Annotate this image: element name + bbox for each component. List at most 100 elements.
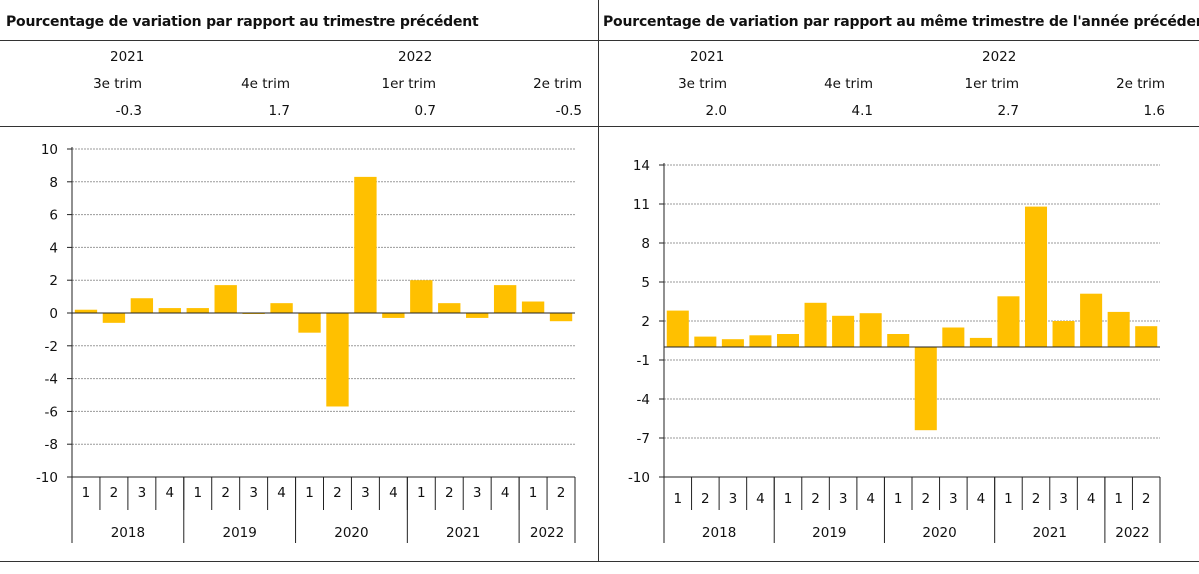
bar bbox=[438, 303, 461, 313]
y-tick-label: 14 bbox=[633, 158, 650, 174]
y-tick-label: 0 bbox=[49, 306, 58, 322]
x-tick-label: 1 bbox=[1004, 491, 1013, 507]
bar bbox=[694, 336, 717, 347]
year-label: 2018 bbox=[111, 525, 145, 541]
x-tick-label: 4 bbox=[166, 485, 175, 501]
y-tick-label: -8 bbox=[45, 437, 58, 453]
x-tick-label: 3 bbox=[249, 485, 258, 501]
y-tick-label: -4 bbox=[45, 372, 58, 388]
bar bbox=[666, 310, 689, 347]
bar bbox=[1135, 326, 1158, 347]
x-tick-label: 1 bbox=[784, 491, 793, 507]
bar bbox=[298, 313, 321, 333]
bar bbox=[493, 285, 517, 313]
y-tick-label: -7 bbox=[637, 431, 650, 447]
p2-year-2021: 2021 bbox=[690, 49, 725, 65]
p2-header-value: 1.6 bbox=[1143, 103, 1165, 119]
panel-divider bbox=[598, 0, 599, 562]
p1-year-2022: 2022 bbox=[398, 49, 433, 65]
y-tick-label: 10 bbox=[41, 142, 58, 158]
bar bbox=[1024, 206, 1048, 347]
x-tick-label: 2 bbox=[811, 491, 820, 507]
bar bbox=[1107, 311, 1130, 347]
year-label: 2019 bbox=[812, 525, 846, 541]
bar bbox=[521, 301, 545, 313]
panel-1-title: Pourcentage de variation par rapport au … bbox=[6, 14, 479, 30]
year-label: 2020 bbox=[334, 525, 368, 541]
bar bbox=[102, 313, 126, 323]
bar bbox=[887, 334, 910, 347]
p1-header-value: -0.3 bbox=[115, 103, 142, 119]
x-tick-label: 3 bbox=[839, 491, 848, 507]
y-tick-label: -10 bbox=[36, 470, 58, 486]
x-tick-label: 3 bbox=[949, 491, 958, 507]
bar bbox=[466, 313, 489, 318]
x-tick-label: 2 bbox=[701, 491, 710, 507]
bar bbox=[214, 285, 237, 313]
top-rule bbox=[0, 40, 1199, 41]
p2-header-value: 4.1 bbox=[851, 103, 873, 119]
x-tick-label: 2 bbox=[1032, 491, 1041, 507]
bar bbox=[410, 280, 433, 313]
y-tick-label: 11 bbox=[633, 197, 650, 213]
year-label: 2021 bbox=[1033, 525, 1067, 541]
bar bbox=[130, 298, 154, 313]
x-tick-label: 4 bbox=[1087, 491, 1096, 507]
p1-header-value: 0.7 bbox=[414, 103, 436, 119]
bar bbox=[859, 313, 882, 347]
year-label: 2022 bbox=[1115, 525, 1149, 541]
p2-header-value: 2.7 bbox=[997, 103, 1019, 119]
x-tick-label: 3 bbox=[138, 485, 147, 501]
y-tick-label: 2 bbox=[641, 314, 650, 330]
x-tick-label: 3 bbox=[729, 491, 738, 507]
x-tick-label: 1 bbox=[1114, 491, 1123, 507]
p1-quarter-label: 3e trim bbox=[93, 76, 142, 92]
p1-quarter-label: 2e trim bbox=[533, 76, 582, 92]
bar bbox=[1052, 321, 1075, 347]
panel-2-title: Pourcentage de variation par rapport au … bbox=[603, 14, 1199, 30]
x-tick-label: 4 bbox=[277, 485, 286, 501]
x-tick-label: 1 bbox=[193, 485, 202, 501]
x-tick-label: 2 bbox=[333, 485, 342, 501]
bar bbox=[914, 347, 937, 431]
x-tick-label: 1 bbox=[894, 491, 903, 507]
x-tick-label: 1 bbox=[417, 485, 426, 501]
p2-quarter-label: 3e trim bbox=[678, 76, 727, 92]
y-tick-label: 6 bbox=[49, 208, 58, 224]
year-label: 2018 bbox=[702, 525, 736, 541]
bar bbox=[832, 315, 855, 347]
p2-header-value: 2.0 bbox=[705, 103, 727, 119]
x-tick-label: 3 bbox=[361, 485, 370, 501]
x-tick-label: 1 bbox=[82, 485, 91, 501]
x-tick-label: 4 bbox=[389, 485, 398, 501]
p1-quarter-label: 4e trim bbox=[241, 76, 290, 92]
x-tick-label: 1 bbox=[529, 485, 538, 501]
bar bbox=[942, 327, 965, 347]
y-tick-label: 2 bbox=[49, 273, 58, 289]
p2-quarter-label: 2e trim bbox=[1116, 76, 1165, 92]
y-tick-label: 4 bbox=[49, 240, 58, 256]
x-tick-label: 2 bbox=[1142, 491, 1151, 507]
p2-quarter-label: 4e trim bbox=[824, 76, 873, 92]
x-tick-label: 2 bbox=[557, 485, 566, 501]
bar bbox=[270, 303, 293, 313]
p1-header-value: -0.5 bbox=[555, 103, 582, 119]
year-label: 2022 bbox=[530, 525, 564, 541]
header-rule bbox=[0, 126, 1199, 127]
bar bbox=[549, 313, 573, 322]
bar bbox=[804, 302, 827, 347]
y-tick-label: -4 bbox=[637, 392, 650, 408]
bar bbox=[721, 339, 744, 347]
bar bbox=[382, 313, 405, 318]
x-tick-label: 2 bbox=[445, 485, 454, 501]
x-tick-label: 4 bbox=[501, 485, 510, 501]
x-tick-label: 3 bbox=[1059, 491, 1068, 507]
y-tick-label: -10 bbox=[628, 470, 650, 486]
bar bbox=[749, 335, 772, 347]
year-label: 2019 bbox=[222, 525, 256, 541]
x-tick-label: 2 bbox=[110, 485, 119, 501]
p1-quarter-label: 1er trim bbox=[381, 76, 436, 92]
p1-header-value: 1.7 bbox=[268, 103, 290, 119]
y-tick-label: 5 bbox=[641, 275, 650, 291]
